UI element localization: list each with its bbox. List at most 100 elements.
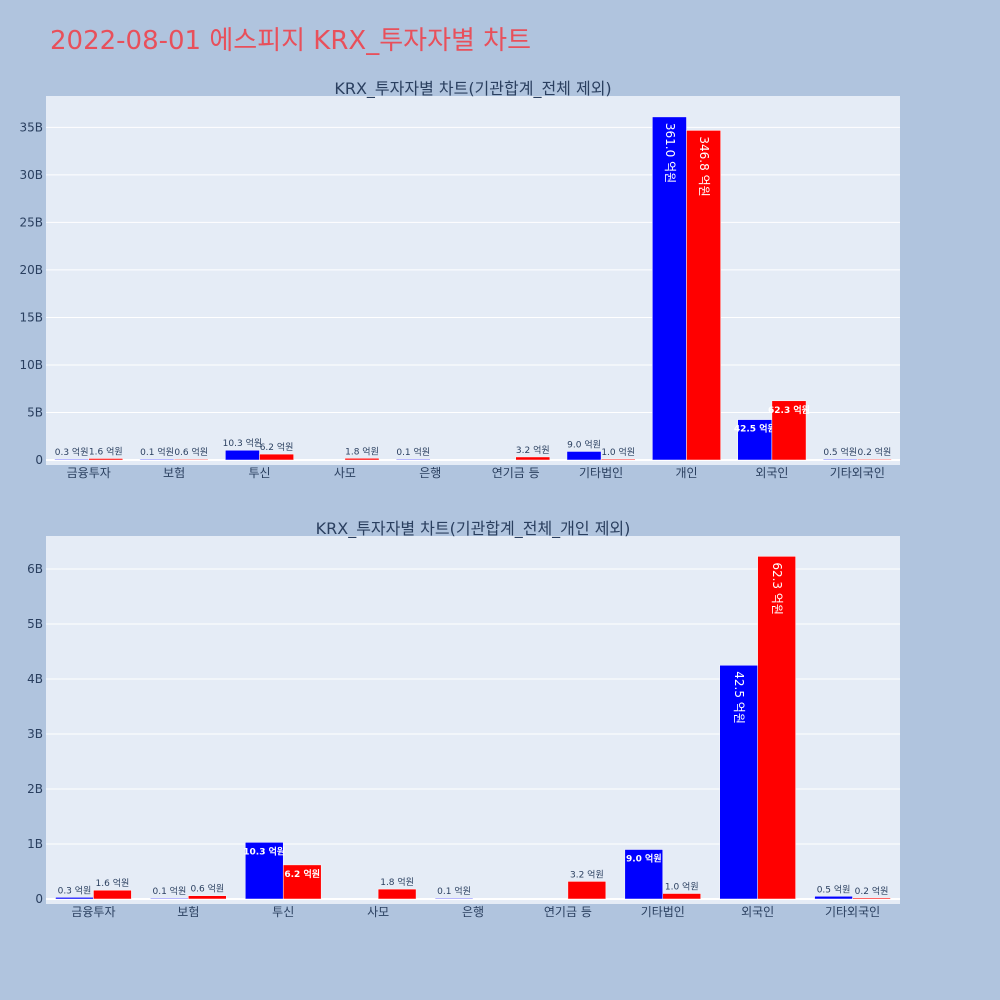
data-label: 10.3 억원 bbox=[243, 845, 285, 857]
data-label: 1.6 억원 bbox=[96, 877, 130, 889]
x-tick-label: 외국인 bbox=[755, 466, 788, 480]
y-tick-label: 25B bbox=[19, 215, 43, 229]
data-label: 0.1 억원 bbox=[152, 885, 186, 897]
data-label: 0.1 억원 bbox=[396, 446, 430, 458]
bar bbox=[566, 451, 602, 461]
x-tick-label: 기타외국인 bbox=[830, 466, 885, 480]
y-tick-label: 35B bbox=[19, 120, 43, 134]
data-label: 0.6 억원 bbox=[174, 446, 208, 458]
y-tick-label: 0 bbox=[35, 892, 43, 906]
data-label: 1.8 억원 bbox=[345, 445, 379, 457]
data-label: 9.0 억원 bbox=[567, 438, 601, 450]
data-label: 9.0 억원 bbox=[626, 853, 662, 865]
bar bbox=[567, 881, 607, 900]
x-tick-label: 기타법인 bbox=[641, 905, 685, 919]
data-label: 42.5 억원 bbox=[734, 423, 776, 435]
data-label: 0.2 억원 bbox=[855, 885, 889, 897]
x-tick-label: 금융투자 bbox=[71, 905, 115, 919]
y-tick-label: 2B bbox=[27, 782, 43, 796]
data-label: 6.2 억원 bbox=[284, 868, 320, 880]
bar bbox=[282, 864, 322, 900]
x-tick-label: 사모 bbox=[367, 905, 389, 919]
chart-title: KRX_투자자별 차트(기관합계_전체 제외) bbox=[334, 79, 611, 99]
bar bbox=[857, 458, 892, 461]
x-tick-label: 연기금 등 bbox=[492, 466, 540, 480]
data-label: 0.3 억원 bbox=[58, 884, 92, 896]
data-label: 0.1 억원 bbox=[437, 885, 471, 897]
data-label: 361.0 억원 bbox=[663, 123, 677, 183]
data-label: 0.3 억원 bbox=[55, 446, 89, 458]
bar bbox=[662, 893, 701, 900]
data-label: 1.0 억원 bbox=[665, 881, 699, 893]
bar bbox=[55, 897, 94, 900]
data-label: 1.6 억원 bbox=[89, 445, 123, 457]
y-tick-label: 4B bbox=[27, 672, 43, 686]
data-label: 3.2 억원 bbox=[516, 444, 550, 456]
data-label: 0.6 억원 bbox=[190, 883, 224, 895]
y-tick-label: 15B bbox=[19, 310, 43, 324]
bar bbox=[259, 453, 294, 461]
x-tick-label: 개인 bbox=[675, 466, 697, 480]
bar bbox=[88, 458, 124, 461]
x-tick-label: 투신 bbox=[272, 905, 294, 919]
y-tick-label: 10B bbox=[19, 358, 43, 372]
x-tick-label: 은행 bbox=[462, 904, 484, 919]
y-tick-label: 30B bbox=[19, 168, 43, 182]
bar bbox=[600, 458, 636, 461]
bar bbox=[245, 842, 284, 900]
bar bbox=[344, 458, 380, 461]
data-label: 42.5 억원 bbox=[732, 671, 746, 724]
bar bbox=[434, 897, 474, 900]
bar bbox=[173, 458, 209, 461]
x-tick-label: 은행 bbox=[419, 465, 441, 480]
plot-area bbox=[46, 96, 900, 465]
data-label: 0.5 억원 bbox=[823, 446, 857, 458]
data-label: 0.2 억원 bbox=[858, 446, 892, 458]
y-tick-label: 6B bbox=[27, 562, 43, 576]
bar bbox=[771, 400, 807, 461]
x-tick-label: 기타외국인 bbox=[825, 905, 880, 919]
y-tick-label: 5B bbox=[27, 617, 43, 631]
data-label: 3.2 억원 bbox=[570, 868, 604, 880]
bar bbox=[395, 458, 431, 461]
y-tick-label: 20B bbox=[19, 263, 43, 277]
x-tick-label: 연기금 등 bbox=[544, 905, 592, 919]
bar bbox=[652, 116, 687, 461]
y-tick-label: 1B bbox=[27, 837, 43, 851]
x-tick-label: 보험 bbox=[177, 905, 199, 919]
data-label: 1.0 억원 bbox=[601, 446, 635, 458]
x-tick-label: 금융투자 bbox=[67, 466, 111, 480]
data-label: 6.2 억원 bbox=[260, 441, 294, 453]
bar bbox=[515, 456, 551, 461]
bar bbox=[852, 897, 891, 900]
data-label: 62.3 억원 bbox=[768, 404, 810, 416]
x-tick-label: 보험 bbox=[163, 466, 185, 480]
bar bbox=[737, 419, 773, 461]
bar bbox=[188, 895, 227, 900]
y-tick-label: 5B bbox=[27, 405, 43, 419]
page-title: 2022-08-01 에스피지 KRX_투자자별 차트 bbox=[50, 26, 532, 56]
bar bbox=[377, 888, 417, 900]
bar bbox=[719, 665, 758, 900]
bar bbox=[93, 889, 132, 900]
bar bbox=[814, 896, 853, 900]
x-tick-label: 외국인 bbox=[741, 905, 774, 919]
bar bbox=[150, 897, 189, 900]
data-label: 0.5 억원 bbox=[817, 883, 851, 895]
bar bbox=[624, 849, 664, 900]
data-label: 62.3 억원 bbox=[770, 562, 784, 615]
chart-title: KRX_투자자별 차트(기관합계_전체_개인 제외) bbox=[316, 519, 631, 539]
y-tick-label: 0 bbox=[35, 453, 43, 467]
x-tick-label: 사모 bbox=[334, 466, 356, 480]
bar bbox=[686, 130, 721, 461]
bar bbox=[757, 556, 796, 900]
data-label: 1.8 억원 bbox=[380, 876, 414, 888]
data-label: 346.8 억원 bbox=[697, 136, 711, 196]
data-label: 0.1 억원 bbox=[140, 446, 174, 458]
x-tick-label: 투신 bbox=[248, 466, 270, 480]
x-tick-label: 기타법인 bbox=[579, 466, 623, 480]
data-label: 10.3 억원 bbox=[223, 437, 262, 449]
y-tick-label: 3B bbox=[27, 727, 43, 741]
